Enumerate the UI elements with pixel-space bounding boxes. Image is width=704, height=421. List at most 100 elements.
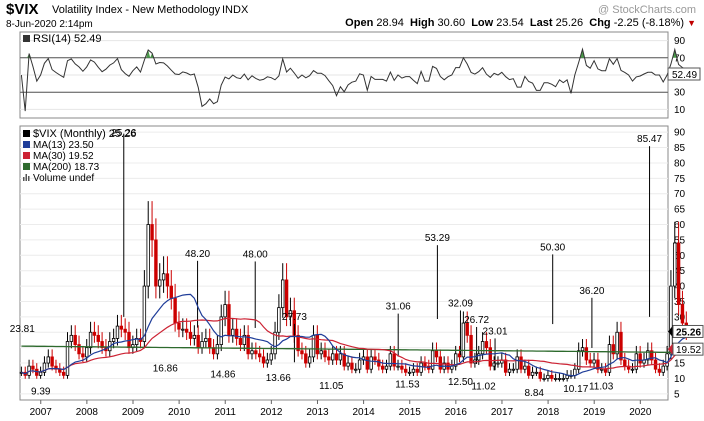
price-y-tick-label: 60 [674,220,686,231]
candle-body [576,350,581,370]
candle-body [557,378,562,380]
price-annotation-label: 31.06 [386,302,411,313]
candle-body [281,279,285,309]
candle-body [307,356,312,364]
rsi-current-value: 52.49 [672,70,697,81]
candle-body [392,353,396,367]
price-x-tick-label: 2009 [122,407,145,418]
candle-body [77,344,81,355]
candle-body [588,359,592,364]
candle-body [92,331,97,336]
candle-body [584,347,589,361]
price-annotation-label: 32.09 [448,298,473,309]
price-annotation-label: 14.86 [210,369,235,380]
candle-body [123,328,127,333]
candle-body [315,334,320,355]
candle-body [573,368,577,376]
chart-security-name: Volatility Index - New Methodology [52,4,221,16]
candle-body [88,331,93,349]
candle-body [200,341,204,349]
candle-body [553,378,558,380]
open-value: 28.94 [376,17,404,29]
candle-body [338,353,343,361]
candle-body [423,362,427,367]
price-x-tick-label: 2017 [491,407,514,418]
candle-body [192,334,197,339]
price-annotation-label: 48.00 [243,249,268,260]
candle-body [673,242,677,287]
ma13-legend-label: MA(13) 23.50 [33,140,94,151]
price-x-tick-label: 2010 [168,407,191,418]
candle-body [177,322,181,330]
price-annotation-label: 16.86 [153,363,178,374]
current-value-badge: 25.26 [668,324,704,338]
candle-body [384,365,389,370]
candle-body [400,365,404,370]
candle-body [234,328,239,339]
ma30-line [21,317,687,375]
rsi-tick-label: 10 [674,105,686,116]
price-annotation-label: 25.26 [111,128,136,139]
candle-body [111,338,116,342]
price-legend-swatch [23,130,30,137]
candle-body [357,359,362,370]
quote-summary: Open 28.94 High 30.60 Low 23.54 Last 25.… [345,17,696,29]
price-annotation-label: 23.81 [10,324,35,335]
candle-body [269,353,273,361]
candle-body [607,344,612,373]
candle-body [238,338,243,345]
rsi-panel: 9070503010 RSI(14) 52.49 52.49 [19,31,701,119]
price-x-tick-label: 2019 [583,407,606,418]
candle-body [477,353,481,361]
candle-body [519,356,523,370]
candle-body [334,353,339,361]
ma200-legend-label: MA(200) 18.73 [33,162,100,173]
candle-body [96,334,100,342]
current-value-pointer [668,325,673,338]
candle-body [158,279,162,287]
current-value-text: 19.52 [676,345,701,356]
candle-body [38,371,43,376]
candle-body [377,359,381,367]
candle-body [277,307,281,333]
price-annotation-label: 10.17 [563,384,588,395]
candle-body [288,310,293,318]
price-annotation-label: 27.73 [282,312,307,323]
candle-body [261,356,266,364]
chart-exchange: INDX [222,4,249,16]
candle-body [465,322,469,336]
candle-body [184,328,189,333]
chg-label: Chg [589,17,611,29]
price-annotation-label: 53.29 [425,233,450,244]
candle-body [638,353,642,364]
rsi-tick-label: 90 [674,36,686,47]
candle-body [488,347,492,367]
candle-body [665,353,669,367]
price-annotation-label: 23.01 [483,326,508,337]
current-value-pointer [668,343,673,356]
candle-body [161,273,166,281]
candle-body [523,365,527,370]
price-annotation-label: 26.72 [464,315,489,326]
candle-body [565,374,569,379]
candle-body [611,344,615,355]
candle-body [661,365,665,373]
price-y-tick-label: 55 [674,235,686,246]
price-legend-label: $VIX (Monthly) 25.26 [33,128,136,140]
candle-body [580,347,585,352]
candle-body [154,239,158,287]
rsi-overbought-fill [27,49,677,58]
price-y-tick-label: 15 [674,359,686,370]
price-annotation-label: 36.20 [579,286,604,297]
current-value-badge: 19.52 [668,342,704,356]
candle-body [81,353,85,358]
price-y-tick-label: 10 [674,374,686,385]
candle-body [680,304,685,324]
candle-body [204,338,208,342]
price-annotation-label: 12.50 [448,377,473,388]
price-annotation-label: 85.47 [637,134,662,145]
candle-body [619,331,623,361]
candle-body [600,368,604,371]
candle-body [419,362,423,373]
